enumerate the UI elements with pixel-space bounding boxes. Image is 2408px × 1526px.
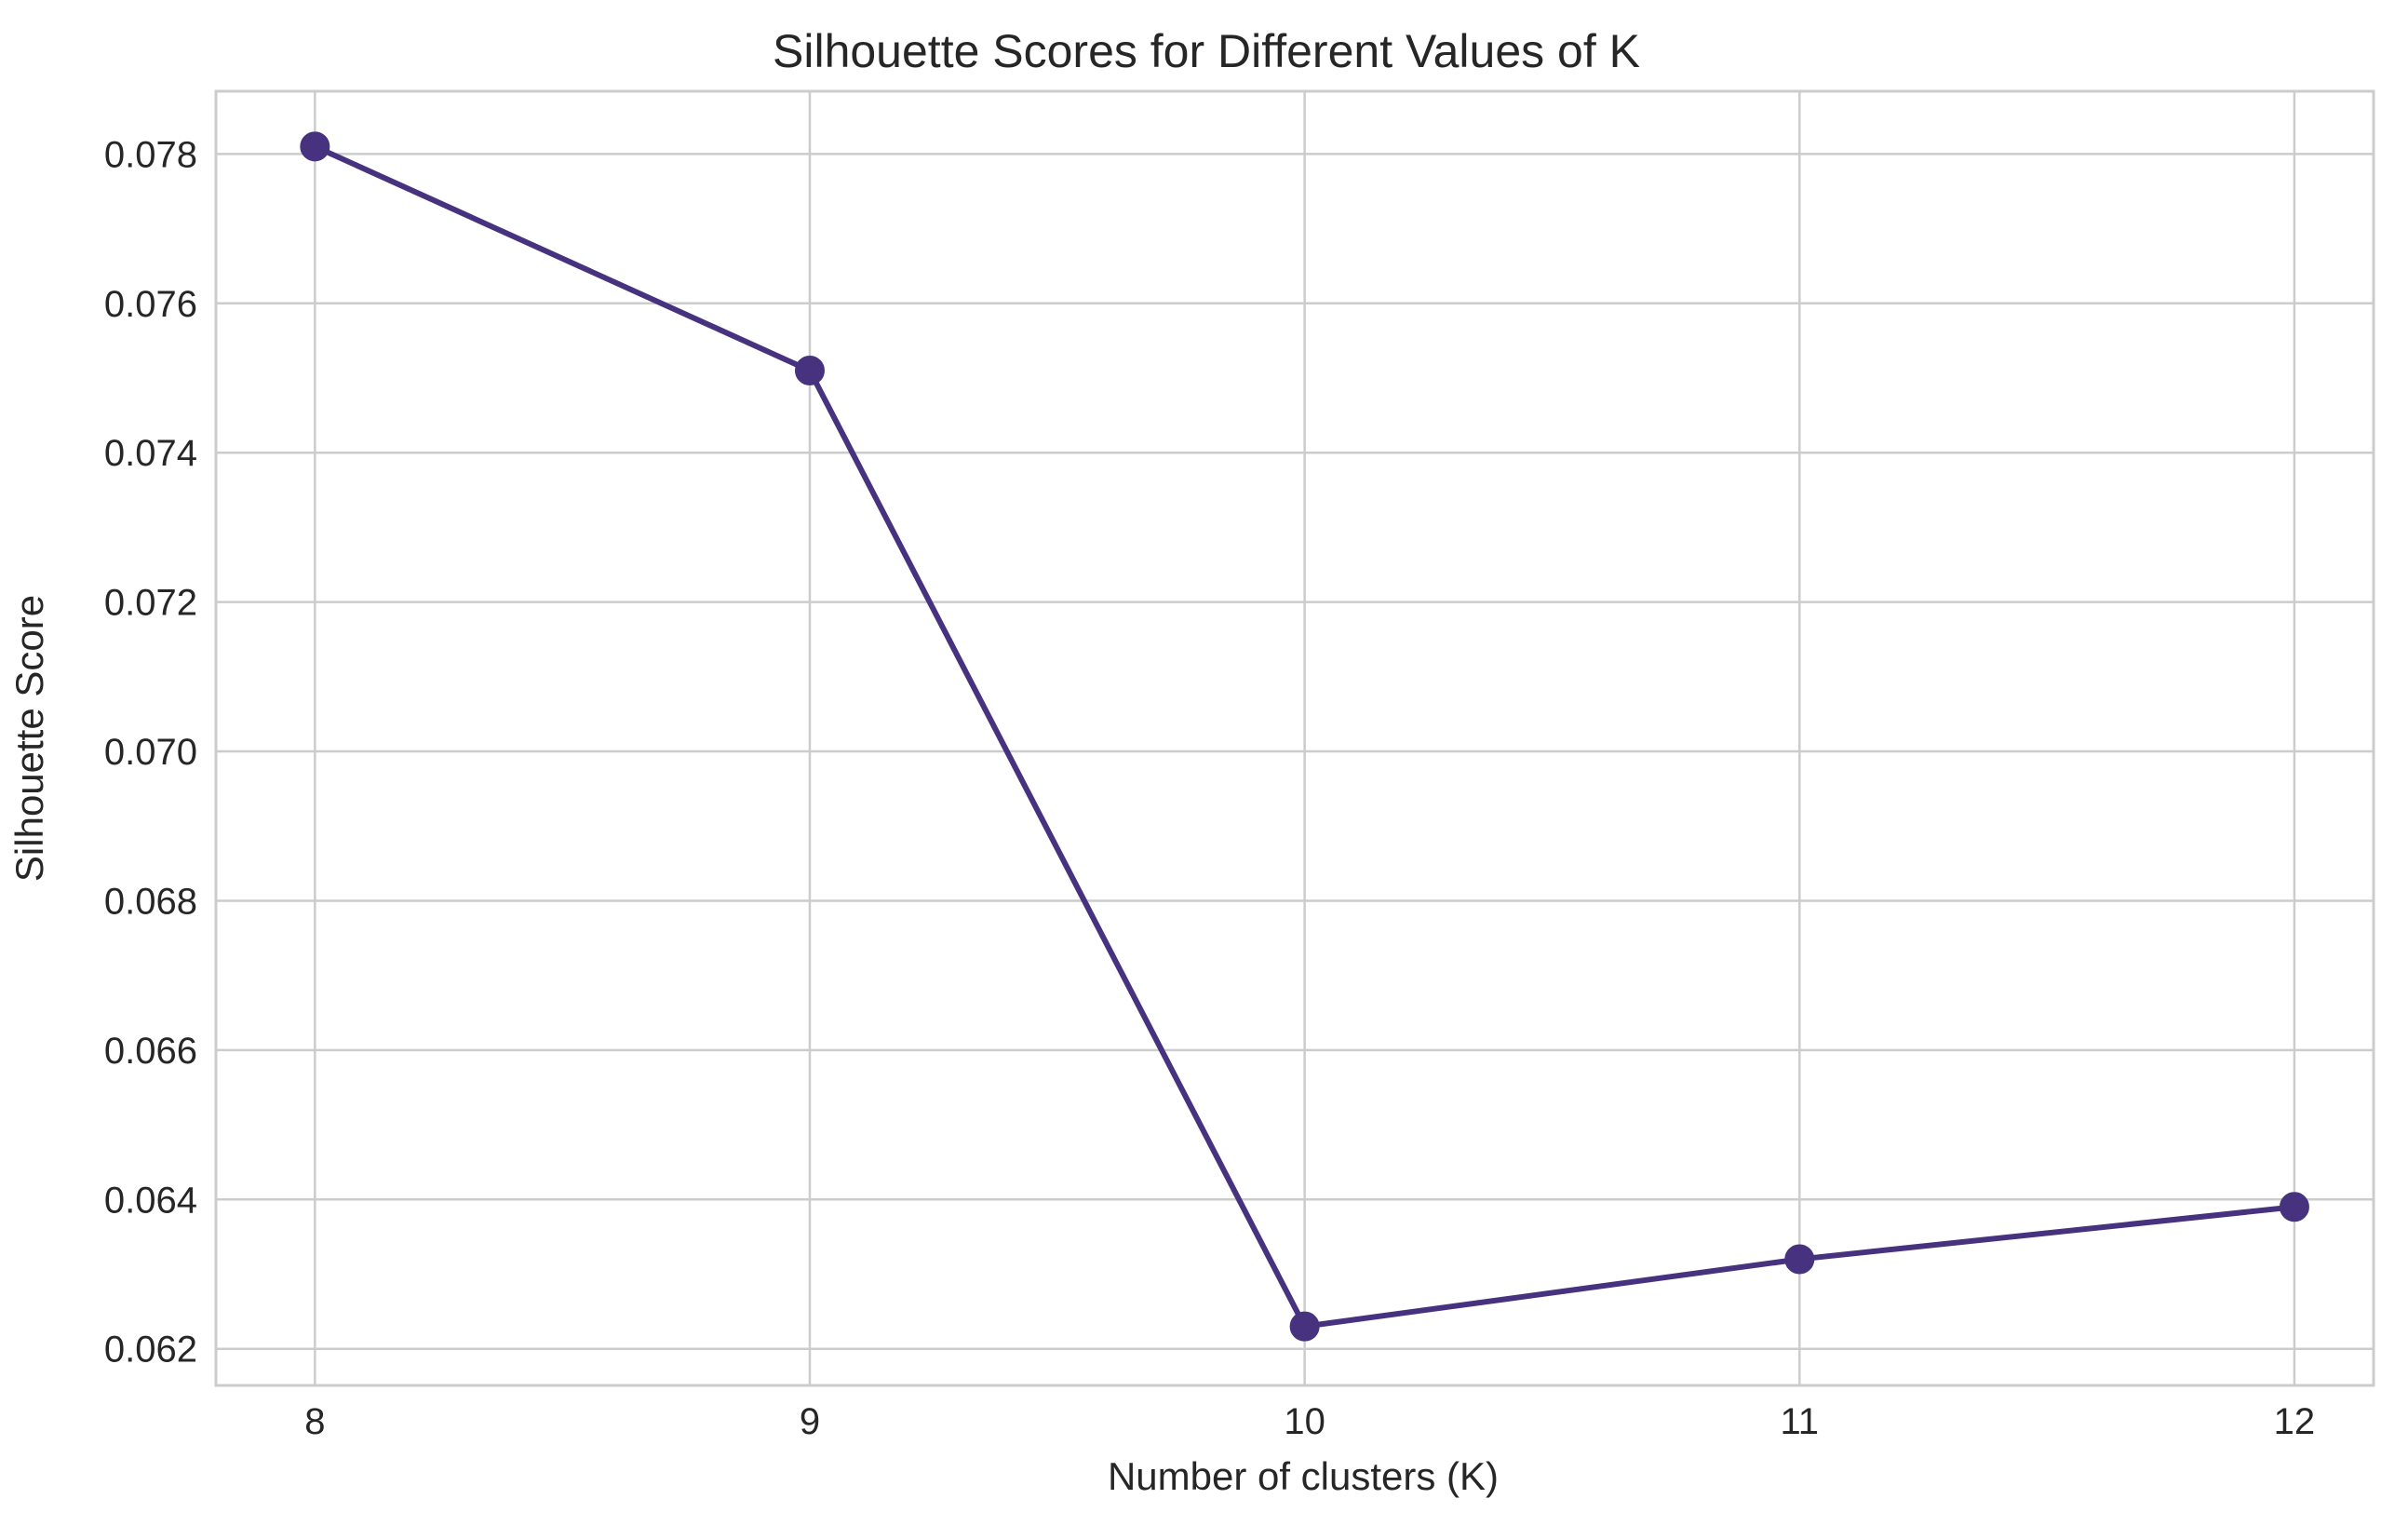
y-tick-label: 0.068 xyxy=(104,881,197,922)
data-point-marker xyxy=(1289,1311,1320,1342)
data-point-marker xyxy=(2279,1192,2309,1222)
y-tick-label: 0.076 xyxy=(104,284,197,325)
x-tick-label: 10 xyxy=(1284,1401,1325,1442)
y-axis-label: Silhouette Score xyxy=(7,595,51,882)
y-tick-label: 0.062 xyxy=(104,1330,197,1371)
x-tick-label: 8 xyxy=(304,1401,325,1442)
chart-title: Silhouette Scores for Different Values o… xyxy=(773,25,1640,77)
x-tick-label: 11 xyxy=(1781,1401,1820,1442)
y-tick-label: 0.070 xyxy=(104,732,197,773)
x-tick-label: 12 xyxy=(2274,1401,2316,1442)
data-point-marker xyxy=(794,355,825,385)
plot-frame xyxy=(214,89,2375,1387)
y-tick-label: 0.066 xyxy=(104,1031,197,1072)
data-point-marker xyxy=(300,131,330,162)
x-axis-label: Number of clusters (K) xyxy=(1108,1454,1499,1498)
y-tick-label: 0.072 xyxy=(104,583,197,624)
tick-label-layer: 8 9 10 11 12 0.062 0.064 0.066 0.068 0.070 0.072 0.… xyxy=(104,134,2315,1442)
series-layer xyxy=(300,131,2309,1342)
y-tick-label: 0.074 xyxy=(104,433,197,474)
y-tick-label: 0.064 xyxy=(104,1180,197,1221)
data-point-marker xyxy=(1784,1244,1815,1275)
y-tick-label: 0.078 xyxy=(104,134,197,175)
x-tick-label: 9 xyxy=(800,1401,820,1442)
grid-layer xyxy=(216,91,2374,1385)
